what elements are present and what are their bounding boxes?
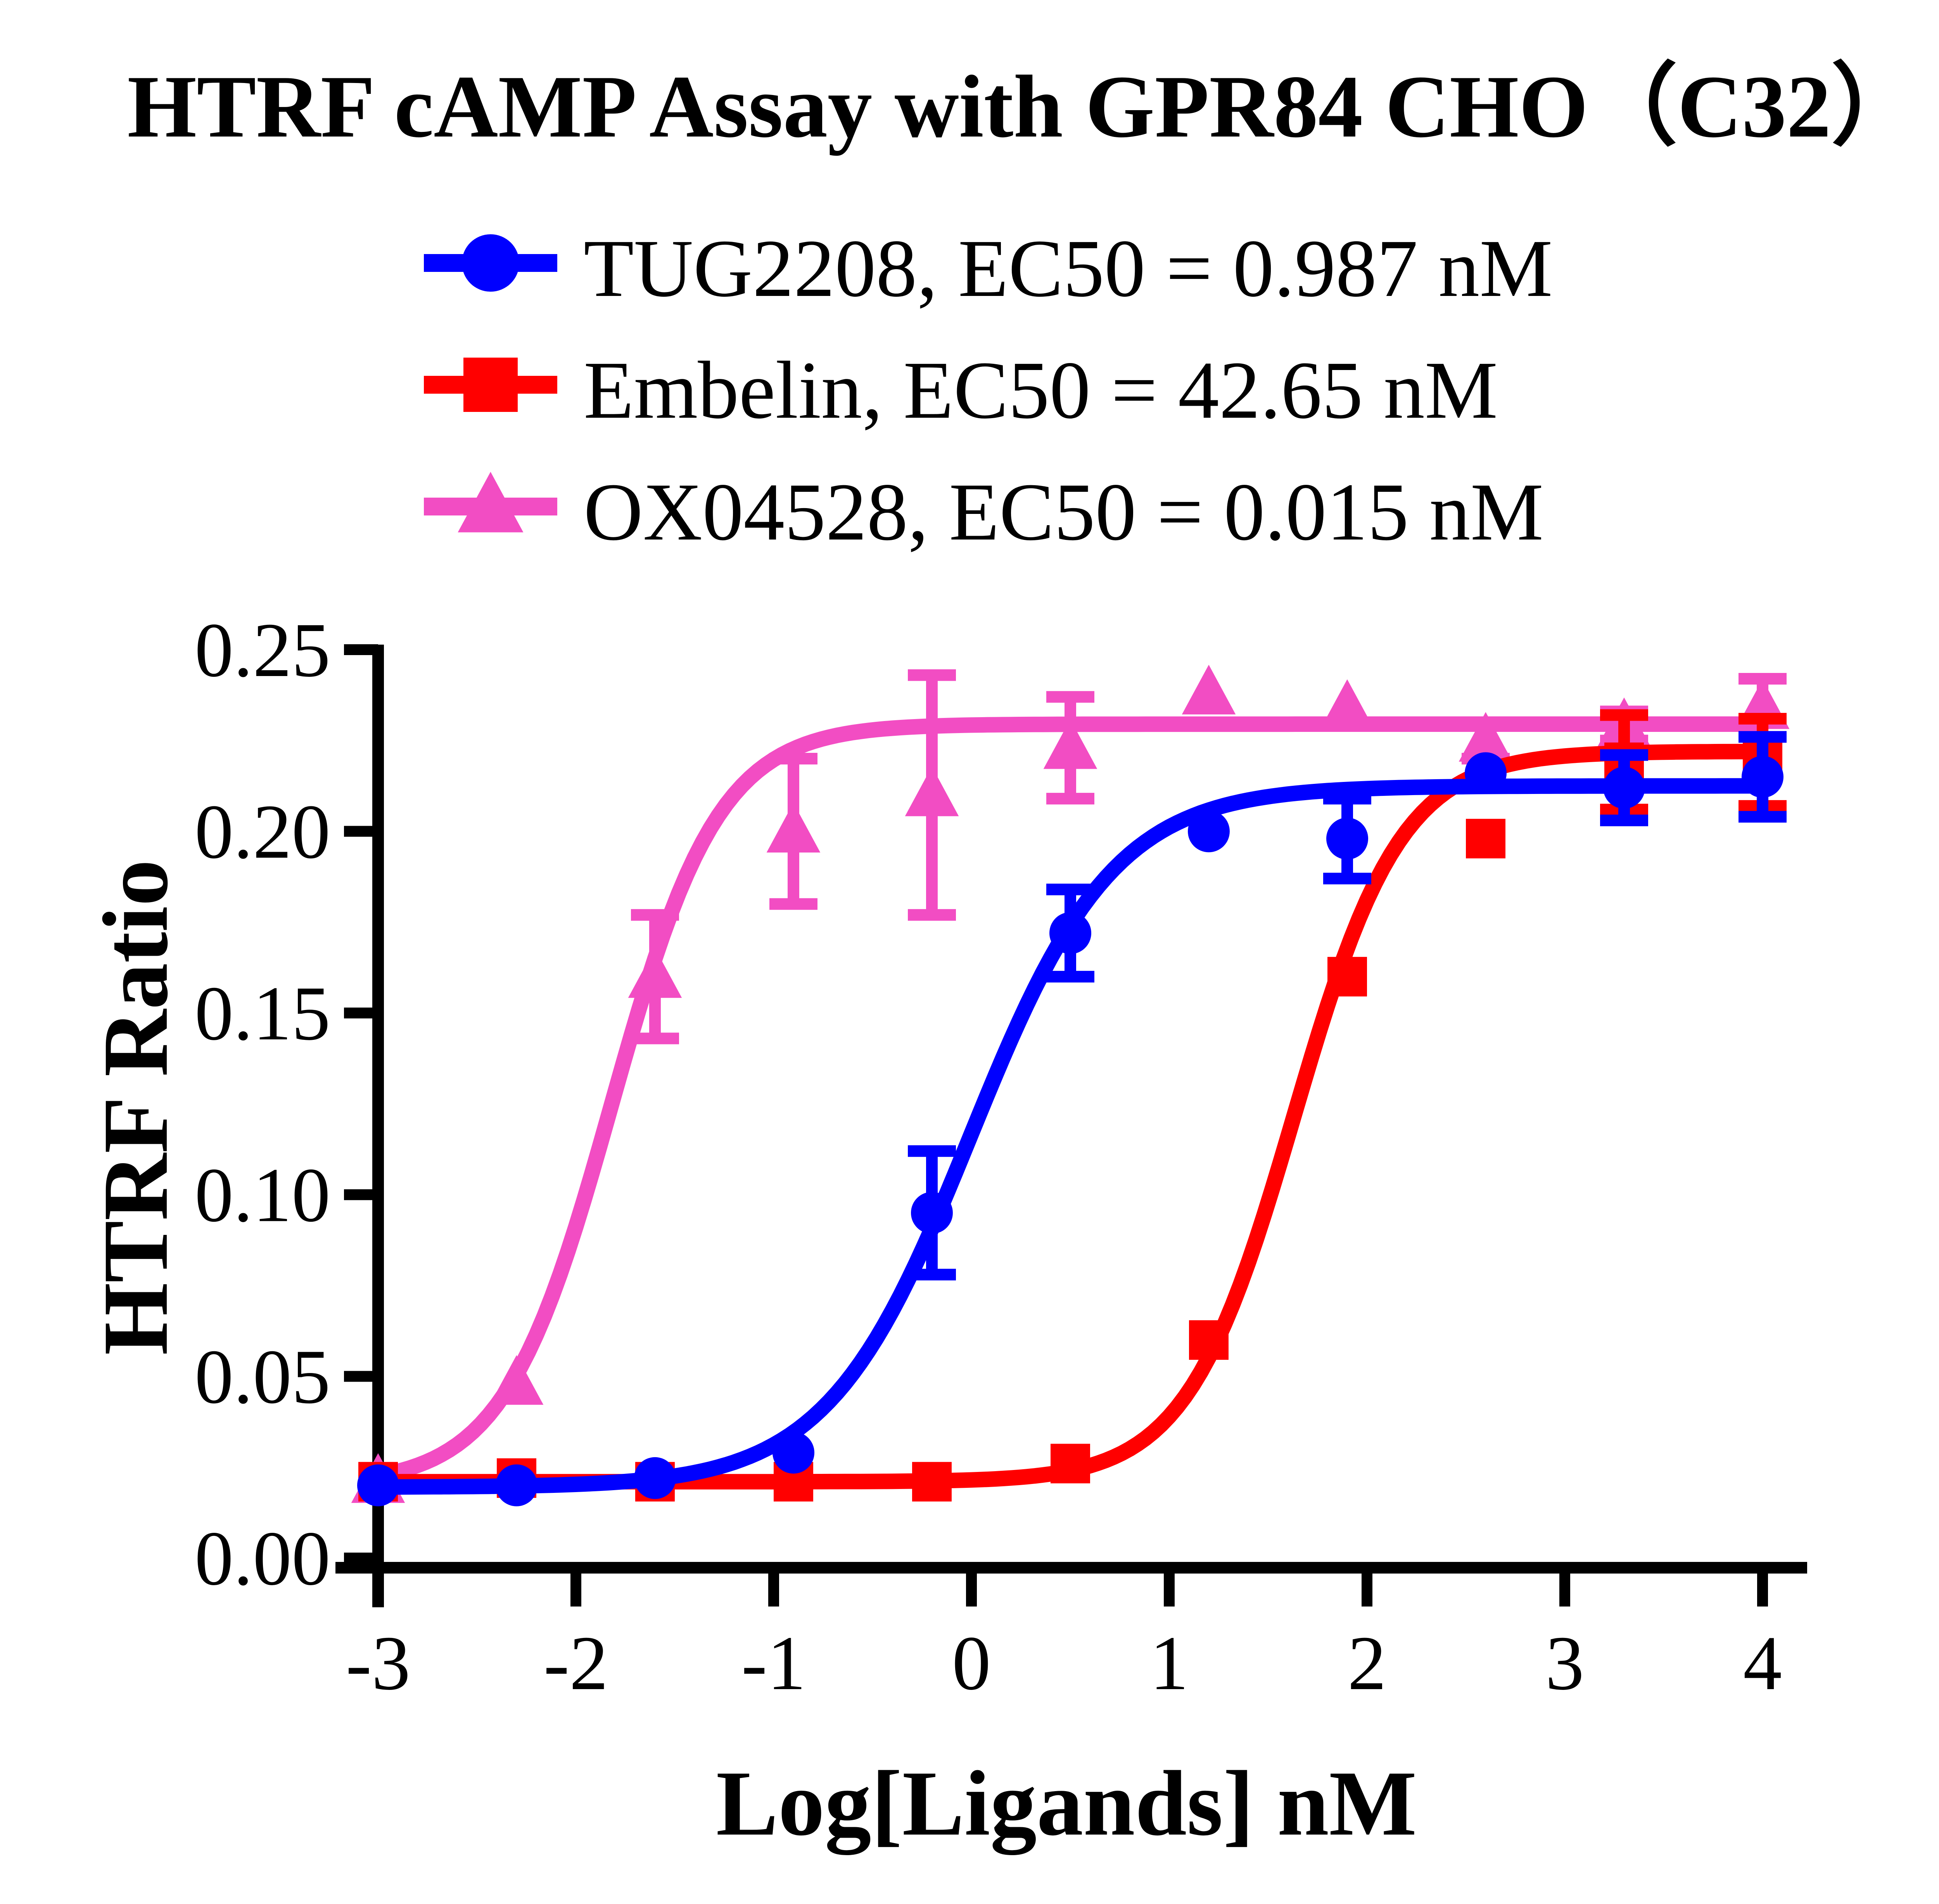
marker-tug2208-4 bbox=[911, 1192, 953, 1234]
x-tick-label: 1 bbox=[1150, 1620, 1189, 1706]
fit-curve-ox04528 bbox=[370, 716, 1770, 1484]
marker-tug2208-1 bbox=[496, 1464, 537, 1506]
marker-ox04528-3 bbox=[766, 802, 821, 853]
series-embelin bbox=[358, 709, 1787, 1502]
marker-ox04528-4 bbox=[905, 766, 959, 816]
y-tick-label: 0.00 bbox=[195, 1516, 330, 1601]
legend-marker-square-icon bbox=[463, 358, 518, 412]
legend-label-tug2208: TUG2208, EC50 = 0.987 nM bbox=[584, 223, 1553, 314]
marker-ox04528-5 bbox=[1043, 719, 1097, 769]
marker-ox04528-6 bbox=[1182, 664, 1236, 715]
marker-tug2208-7 bbox=[1326, 818, 1368, 860]
legend-label-embelin: Embelin, EC50 = 42.65 nM bbox=[584, 344, 1498, 436]
legend-label-ox04528: OX04528, EC50 = 0.015 nM bbox=[584, 466, 1543, 557]
legend: TUG2208, EC50 = 0.987 nM Embelin, EC50 =… bbox=[424, 223, 1553, 557]
marker-ox04528-7 bbox=[1320, 679, 1374, 729]
marker-tug2208-0 bbox=[357, 1464, 399, 1506]
legend-square-glyph bbox=[463, 358, 518, 412]
marker-tug2208-2 bbox=[634, 1457, 676, 1499]
y-tick-label: 0.10 bbox=[195, 1152, 330, 1238]
legend-item-tug2208: TUG2208, EC50 = 0.987 nM bbox=[424, 223, 1553, 314]
x-axis-title: Log[Ligands] nM bbox=[716, 1752, 1417, 1855]
marker-tug2208-5 bbox=[1049, 912, 1091, 954]
marker-tug2208-6 bbox=[1188, 810, 1230, 853]
marker-tug2208-8 bbox=[1465, 752, 1507, 794]
marker-ox04528-2 bbox=[628, 948, 682, 998]
legend-item-embelin: Embelin, EC50 = 42.65 nM bbox=[424, 344, 1498, 436]
y-tick-label: 0.20 bbox=[195, 789, 330, 875]
legend-triangle-glyph bbox=[458, 472, 524, 533]
legend-marker-circle-icon bbox=[462, 234, 519, 292]
marker-ox04528-8 bbox=[1459, 712, 1513, 762]
marker-embelin-7 bbox=[1327, 957, 1367, 997]
y-tick-label: 0.05 bbox=[195, 1334, 330, 1420]
x-tick-label: -2 bbox=[544, 1620, 608, 1706]
series-tug2208 bbox=[357, 731, 1787, 1506]
marker-tug2208-9 bbox=[1603, 766, 1645, 809]
x-tick-label: 0 bbox=[952, 1620, 991, 1706]
y-axis-title: HTRF Ratio bbox=[84, 859, 187, 1355]
data-series bbox=[351, 664, 1790, 1506]
marker-embelin-8 bbox=[1466, 819, 1505, 859]
y-tick-label: 0.25 bbox=[195, 607, 330, 693]
chart-title: HTRF cAMP Assay with GPR84 CHO（C32） bbox=[127, 57, 1920, 156]
marker-tug2208-3 bbox=[772, 1432, 814, 1474]
marker-tug2208-10 bbox=[1742, 756, 1783, 798]
fit-curve-embelin bbox=[370, 744, 1770, 1490]
axes: 0.00 0.05 0.10 0.15 0.20 0.25 -3 -2 -1 0 1 2 3 4 bbox=[195, 607, 1807, 1706]
x-tick-label: 2 bbox=[1348, 1620, 1386, 1706]
marker-embelin-5 bbox=[1051, 1444, 1090, 1484]
legend-marker-triangle-icon bbox=[458, 472, 524, 533]
legend-item-ox04528: OX04528, EC50 = 0.015 nM bbox=[424, 466, 1543, 557]
x-tick-label: -1 bbox=[741, 1620, 806, 1706]
x-tick-label: 4 bbox=[1743, 1620, 1782, 1706]
y-tick-label: 0.15 bbox=[195, 971, 330, 1057]
x-tick-label: -3 bbox=[346, 1620, 411, 1706]
legend-circle-glyph bbox=[462, 234, 519, 292]
marker-embelin-4 bbox=[912, 1462, 952, 1502]
marker-embelin-6 bbox=[1189, 1320, 1229, 1360]
marker-ox04528-1 bbox=[489, 1355, 544, 1405]
x-tick-label: 3 bbox=[1545, 1620, 1584, 1706]
